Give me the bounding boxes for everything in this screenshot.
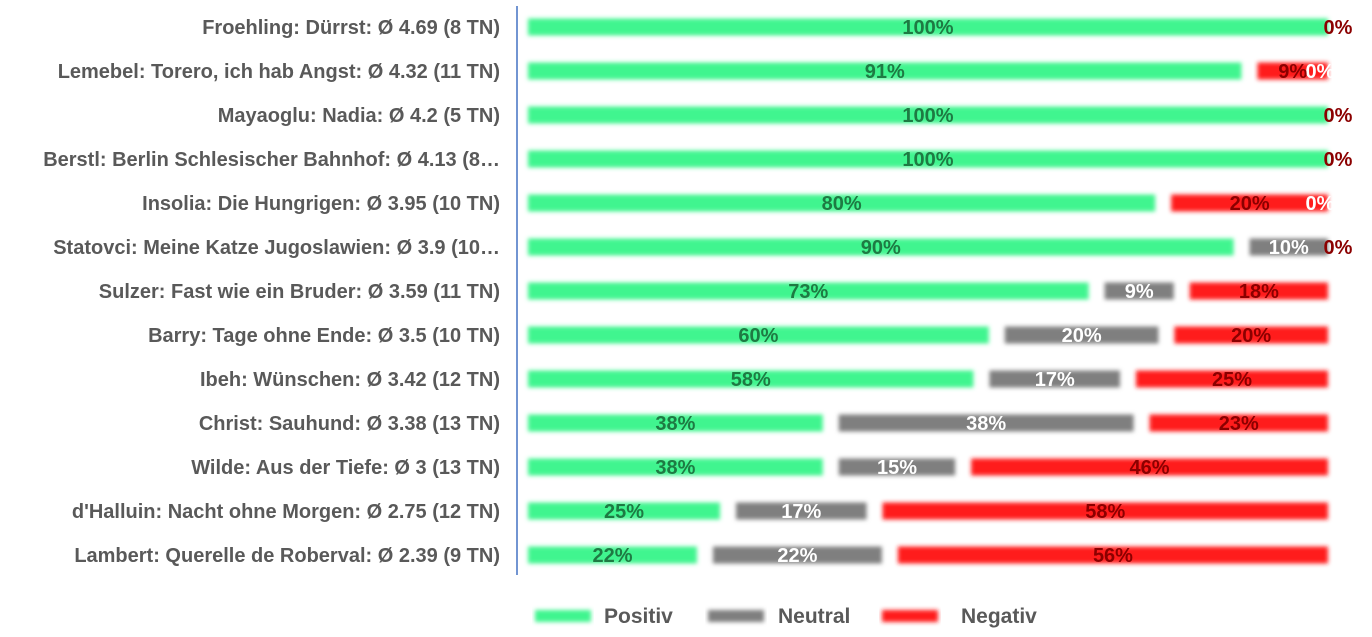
- data-label-positive: 38%: [655, 457, 695, 479]
- bar-positive: [528, 546, 697, 564]
- data-label-positive: 25%: [604, 501, 644, 523]
- bar-neutral: [838, 414, 1134, 432]
- data-label-positive: 100%: [902, 17, 953, 39]
- data-label-negative: 0%: [1324, 237, 1353, 259]
- bar-positive: [528, 18, 1328, 36]
- bar-positive: [528, 62, 1242, 80]
- data-label-neutral: 22%: [777, 545, 817, 567]
- data-label-positive: 60%: [738, 325, 778, 347]
- data-label-negative: 25%: [1212, 369, 1252, 391]
- data-label-neutral: 9%: [1125, 281, 1154, 303]
- data-label-neutral: 15%: [877, 457, 917, 479]
- category-label: Lambert: Querelle de Roberval: Ø 2.39 (9…: [74, 545, 500, 567]
- category-label: Ibeh: Wünschen: Ø 3.42 (12 TN): [200, 369, 500, 391]
- category-label: Sulzer: Fast wie ein Bruder: Ø 3.59 (11 …: [99, 281, 500, 303]
- bar-positive: [528, 150, 1328, 168]
- data-label-negative: 58%: [1085, 501, 1125, 523]
- bar-neutral: [989, 370, 1120, 388]
- bar-neutral: [712, 546, 882, 564]
- bar-positive: [528, 194, 1156, 212]
- legend-label-negative: Negativ: [961, 605, 1037, 628]
- data-labels: 100% 0%91% 0%9%100% 0%100% 0%80% 0%20%90% 10% 0…: [592, 17, 1352, 567]
- data-label-negative: 0%: [1324, 105, 1353, 127]
- data-label-positive: 58%: [731, 369, 771, 391]
- data-label-positive: 100%: [902, 105, 953, 127]
- legend-label-positive: Positiv: [604, 605, 673, 628]
- data-label-neutral: 38%: [966, 413, 1006, 435]
- bar-neutral: [1249, 238, 1328, 256]
- data-label-negative: 18%: [1239, 281, 1279, 303]
- bar-positive: [528, 282, 1089, 300]
- data-label-negative: 20%: [1231, 325, 1271, 347]
- bar-negative: [1136, 370, 1328, 388]
- legend-swatch-positive: [535, 610, 591, 622]
- bar-positive: [528, 326, 989, 344]
- data-label-positive: 38%: [655, 413, 695, 435]
- bar-positive: [528, 458, 823, 476]
- category-labels: Froehling: Dürrst: Ø 4.69 (8 TN) Lemebel:…: [43, 17, 500, 567]
- data-label-negative: 56%: [1093, 545, 1133, 567]
- bar-neutral: [838, 458, 956, 476]
- category-label: Christ: Sauhund: Ø 3.38 (13 TN): [199, 413, 500, 435]
- bar-negative: [1257, 62, 1328, 80]
- bar-negative: [1174, 326, 1328, 344]
- data-label-neutral: 17%: [1035, 369, 1075, 391]
- legend-swatch-neutral: [708, 610, 764, 622]
- category-label: Insolia: Die Hungrigen: Ø 3.95 (10 TN): [142, 193, 500, 215]
- bar-positive: [528, 238, 1234, 256]
- bar-negative: [1189, 282, 1328, 300]
- data-label-negative: 46%: [1130, 457, 1170, 479]
- data-label-negative: 0%: [1324, 17, 1353, 39]
- data-label-neutral: 0%: [1306, 193, 1335, 215]
- bar-positive: [528, 414, 823, 432]
- bar-neutral: [736, 502, 867, 520]
- category-label: d'Halluin: Nacht ohne Morgen: Ø 2.75 (12…: [72, 501, 500, 523]
- data-label-positive: 22%: [592, 545, 632, 567]
- bar-negative: [1171, 194, 1328, 212]
- bar-negative: [897, 546, 1328, 564]
- category-label: Mayaoglu: Nadia: Ø 4.2 (5 TN): [218, 105, 500, 127]
- data-label-positive: 73%: [788, 281, 828, 303]
- legend: Positiv Neutral Negativ: [535, 605, 1037, 628]
- bar-negative: [1149, 414, 1328, 432]
- category-label: Berstl: Berlin Schlesischer Bahnhof: Ø 4…: [43, 149, 500, 171]
- data-label-positive: 90%: [861, 237, 901, 259]
- legend-swatch-negative: [882, 610, 938, 622]
- bar-positive: [528, 106, 1328, 124]
- bars-layer: [528, 18, 1328, 564]
- bar-positive: [528, 370, 974, 388]
- data-label-positive: 100%: [902, 149, 953, 171]
- data-label-negative: 23%: [1219, 413, 1259, 435]
- data-label-negative: 9%: [1278, 61, 1307, 83]
- bar-neutral: [1004, 326, 1159, 344]
- data-label-negative: 20%: [1230, 193, 1270, 215]
- category-label: Lemebel: Torero, ich hab Angst: Ø 4.32 (…: [58, 61, 500, 83]
- data-label-negative: 0%: [1324, 149, 1353, 171]
- bar-neutral: [1104, 282, 1174, 300]
- category-label: Wilde: Aus der Tiefe: Ø 3 (13 TN): [191, 457, 500, 479]
- data-label-neutral: 10%: [1269, 237, 1309, 259]
- data-label-neutral: 0%: [1306, 61, 1335, 83]
- data-label-positive: 80%: [822, 193, 862, 215]
- bar-negative: [882, 502, 1328, 520]
- data-label-positive: 91%: [865, 61, 905, 83]
- bar-positive: [528, 502, 720, 520]
- bar-negative: [971, 458, 1328, 476]
- category-label: Statovci: Meine Katze Jugoslawien: Ø 3.9…: [53, 237, 500, 259]
- legend-label-neutral: Neutral: [778, 605, 850, 628]
- category-label: Froehling: Dürrst: Ø 4.69 (8 TN): [202, 17, 500, 39]
- data-label-neutral: 20%: [1062, 325, 1102, 347]
- data-label-neutral: 17%: [781, 501, 821, 523]
- category-label: Barry: Tage ohne Ende: Ø 3.5 (10 TN): [148, 325, 500, 347]
